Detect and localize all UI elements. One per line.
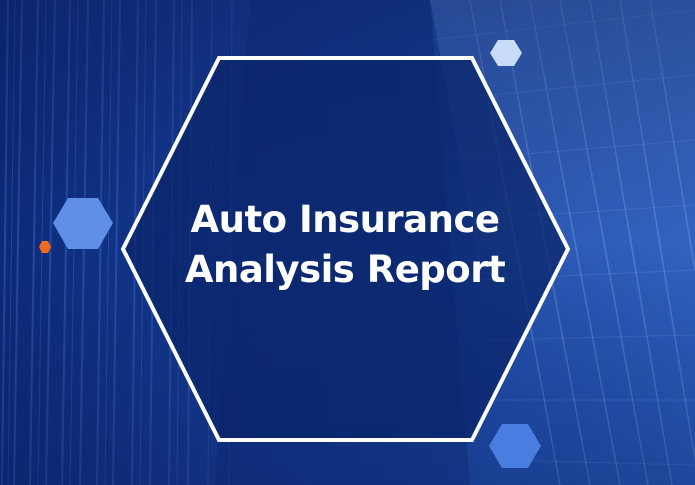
title-line-2: Analysis Report (184, 248, 506, 291)
slide-title: Auto Insurance Analysis Report (122, 190, 568, 300)
hexagon-decoration-orange-icon (39, 241, 51, 253)
hexagon-frame-icon (120, 56, 571, 442)
hexagon-decoration-blue-bottom-icon (489, 424, 541, 468)
title-line-1: Auto Insurance (190, 198, 500, 241)
hexagon-decoration-blue-left-icon (53, 198, 113, 249)
hexagon-decoration-light-icon (490, 40, 522, 66)
